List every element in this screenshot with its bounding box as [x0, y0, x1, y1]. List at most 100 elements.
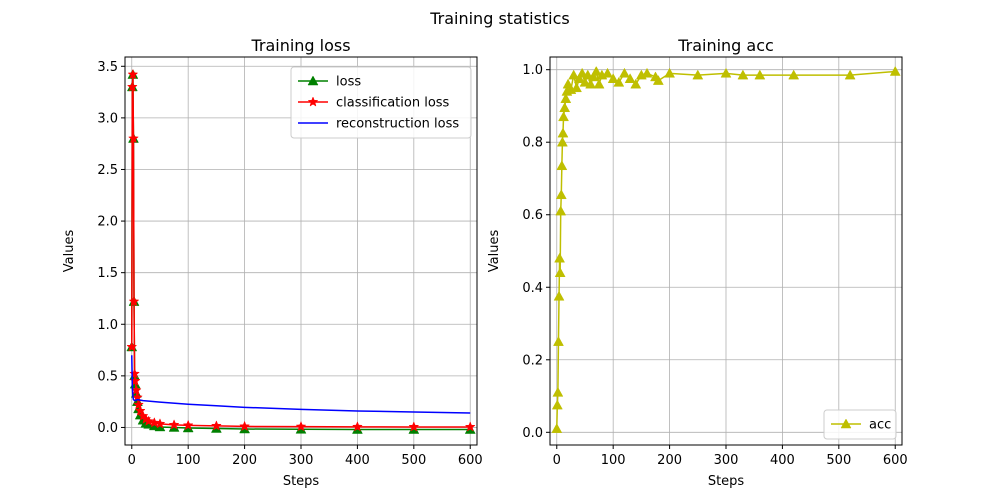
data-point-classification-loss	[128, 132, 139, 144]
x-tick-label: 600	[458, 453, 483, 468]
x-tick-label: 500	[401, 453, 426, 468]
data-point-acc	[844, 69, 856, 80]
data-point-classification-loss	[352, 421, 363, 432]
data-point-acc	[551, 399, 563, 410]
data-point-acc	[557, 127, 569, 138]
y-tick-label: 0.0	[522, 426, 543, 441]
data-point-classification-loss	[129, 368, 140, 379]
data-point-classification-loss	[182, 419, 194, 430]
x-tick-label: 200	[657, 453, 682, 468]
chart-title: Training loss	[250, 36, 350, 55]
data-point-acc	[720, 67, 732, 78]
data-point-acc	[652, 75, 664, 85]
data-point-acc	[579, 76, 591, 87]
x-tick-label: 100	[176, 453, 201, 468]
x-tick-label: 500	[826, 453, 851, 468]
data-point-acc	[553, 336, 564, 346]
data-point-classification-loss	[210, 420, 222, 431]
data-point-acc	[588, 71, 599, 82]
data-point-acc	[568, 69, 580, 80]
data-point-acc	[576, 67, 588, 78]
data-point-classification-loss	[128, 295, 140, 307]
data-point-acc	[554, 267, 566, 278]
data-point-acc	[593, 78, 605, 89]
legend: loss classification loss reconstruction lo…	[290, 66, 472, 139]
data-point-acc	[573, 73, 585, 84]
legend-marker-classification-loss	[307, 96, 319, 107]
x-tick-label: 300	[714, 453, 739, 468]
y-tick-label: 0.5	[97, 369, 118, 384]
data-point-acc	[602, 67, 613, 78]
legend-label-classification-loss: classification loss	[336, 96, 450, 111]
data-point-classification-loss	[143, 415, 155, 426]
data-point-acc	[582, 69, 594, 80]
legend-marker-loss	[307, 75, 319, 86]
x-tick-label: 0	[553, 453, 561, 468]
y-tick-label: 1.0	[522, 63, 543, 78]
data-point-classification-loss	[133, 399, 144, 410]
y-tick-label: 2.5	[97, 163, 118, 178]
x-tick-label: 600	[883, 453, 908, 468]
data-point-acc	[558, 111, 569, 122]
data-point-acc	[553, 290, 565, 301]
training-acc-panel: 0 100 200 300 400 500 600 0.0 0.2 0.4 0.6 0.8 1.0 Ste…	[487, 36, 908, 489]
data-point-acc	[560, 93, 572, 103]
y-tick-label: 0.6	[522, 208, 543, 223]
x-tick-label: 300	[289, 453, 314, 468]
data-point-acc	[554, 252, 566, 263]
data-point-classification-loss	[134, 405, 146, 416]
data-point-acc	[607, 73, 619, 84]
y-axis-label: Values	[62, 230, 77, 273]
data-point-acc	[551, 423, 563, 433]
legend-label-acc: acc	[869, 418, 891, 433]
data-point-classification-loss	[127, 68, 139, 80]
y-tick-label: 0.0	[97, 421, 118, 436]
y-tick-label: 1.5	[97, 266, 118, 281]
x-axis-label: Steps	[283, 474, 320, 489]
x-axis-label: Steps	[708, 474, 745, 489]
figure-suptitle: Training statistics	[429, 9, 570, 28]
data-point-acc	[630, 78, 642, 89]
legend-marker-acc	[840, 418, 852, 429]
data-point-acc	[619, 67, 630, 78]
data-point-classification-loss	[239, 420, 250, 432]
data-point-classification-loss	[154, 418, 166, 429]
data-point-classification-loss	[148, 417, 160, 428]
data-point-acc	[664, 67, 676, 78]
series-line-reconstruction-loss	[131, 355, 471, 414]
chart-title: Training acc	[677, 36, 774, 55]
data-point-classification-loss	[126, 341, 138, 352]
data-point-classification-loss	[408, 421, 420, 432]
data-point-acc	[556, 136, 568, 147]
y-tick-label: 1.0	[97, 318, 118, 333]
data-point-acc	[737, 69, 749, 80]
data-point-acc	[571, 82, 582, 93]
data-point-classification-loss	[126, 81, 138, 92]
data-point-classification-loss	[464, 421, 476, 432]
data-point-acc	[555, 205, 567, 216]
data-point-acc	[692, 69, 704, 80]
x-tick-label: 400	[345, 453, 370, 468]
data-point-acc	[555, 189, 567, 200]
x-tick-label: 200	[232, 453, 257, 468]
data-point-acc	[889, 65, 901, 76]
y-tick-label: 3.5	[97, 60, 118, 75]
data-point-acc	[559, 102, 571, 113]
y-tick-label: 0.4	[522, 281, 543, 296]
legend-label-loss: loss	[336, 75, 361, 90]
x-tick-label: 400	[770, 453, 795, 468]
y-tick-label: 0.8	[522, 136, 543, 151]
legend-label-reconstruction-loss: reconstruction loss	[336, 117, 459, 132]
data-point-acc	[590, 65, 602, 76]
data-point-classification-loss	[295, 420, 307, 432]
y-tick-label: 2.0	[97, 215, 118, 230]
data-point-acc	[552, 386, 564, 397]
data-point-acc	[624, 73, 636, 84]
x-tick-label: 100	[601, 453, 626, 468]
data-point-acc	[788, 69, 800, 80]
data-point-acc	[585, 78, 597, 89]
data-point-acc	[641, 67, 653, 78]
data-point-classification-loss	[168, 419, 180, 430]
y-tick-label: 3.0	[97, 111, 118, 126]
legend-box	[290, 66, 472, 139]
